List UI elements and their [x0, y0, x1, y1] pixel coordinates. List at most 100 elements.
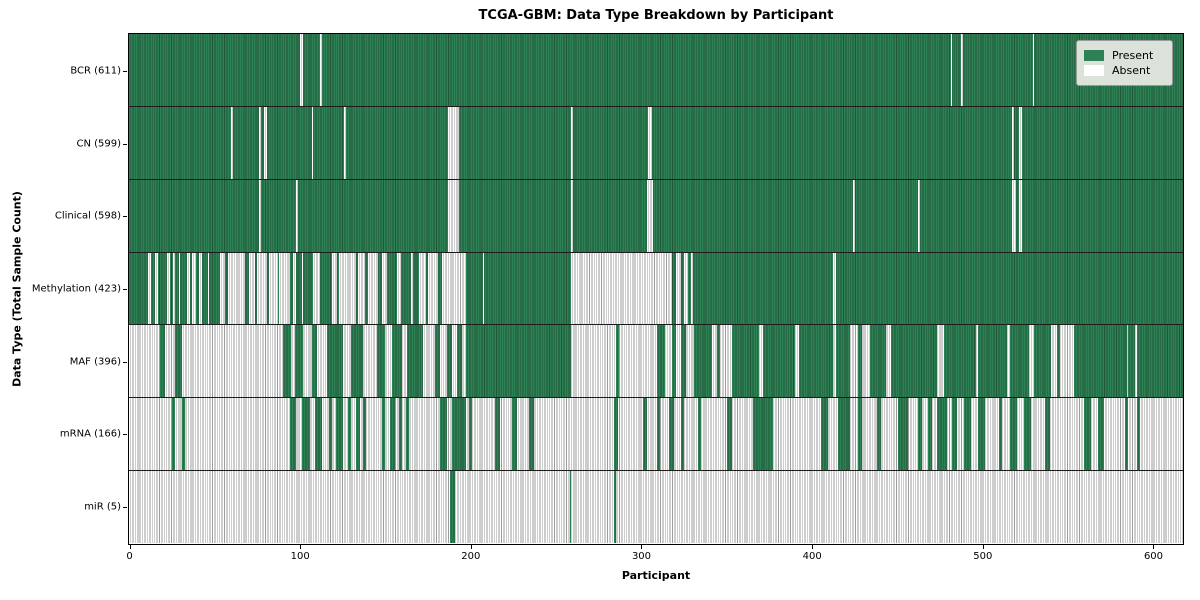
absent-segment [154, 252, 159, 325]
absent-segment [648, 106, 652, 180]
absent-segment [269, 252, 278, 325]
absent-segment [1019, 179, 1023, 253]
absent-segment [853, 179, 855, 253]
row-label-methylation: Methylation (423) [31, 283, 121, 295]
x-tick-label: 0 [126, 551, 133, 562]
row-separator [129, 397, 1183, 399]
absent-segment [410, 252, 413, 325]
y-tick-mark [123, 216, 127, 218]
present-segment [1083, 397, 1091, 471]
x-tick-label: 400 [802, 551, 822, 562]
present-segment [289, 397, 297, 471]
x-tick-label: 500 [973, 551, 993, 562]
present-segment [897, 397, 908, 471]
present-segment [870, 324, 886, 398]
present-segment [407, 324, 423, 398]
absent-segment [950, 34, 953, 107]
present-segment [732, 324, 760, 398]
y-tick-mark [123, 143, 127, 145]
row-separator [129, 251, 1183, 253]
row-maf [129, 324, 1183, 398]
present-segment [1124, 397, 1129, 471]
present-segment [1073, 324, 1127, 398]
present-segment [159, 324, 165, 398]
row-separator [129, 469, 1183, 471]
absent-segment [1032, 34, 1035, 107]
row-label-bcr: BCR (611) [70, 65, 121, 77]
present-segment [1024, 397, 1031, 471]
present-segment [858, 397, 862, 471]
absent-segment [258, 106, 261, 180]
present-segment [762, 324, 796, 398]
absent-segment [301, 252, 304, 325]
absent-segment [311, 106, 314, 180]
y-tick-mark [123, 70, 127, 72]
x-tick-mark [982, 545, 984, 549]
absent-segment [166, 252, 170, 325]
present-segment [680, 324, 686, 398]
absent-segment [228, 252, 246, 325]
present-segment [451, 397, 466, 471]
present-segment [1010, 397, 1018, 471]
present-segment [456, 324, 463, 398]
present-segment [327, 324, 343, 398]
absent-segment [199, 252, 203, 325]
present-segment [351, 324, 364, 398]
present-segment [381, 397, 386, 471]
present-segment [294, 324, 304, 398]
row-cn [129, 106, 1183, 180]
y-tick-mark [123, 434, 127, 436]
absent-segment [187, 252, 191, 325]
present-segment [952, 397, 958, 471]
absent-segment [832, 252, 837, 325]
absent-segment [368, 252, 379, 325]
x-tick-mark [1153, 545, 1155, 549]
present-segment [858, 324, 862, 398]
row-bcr [129, 34, 1183, 107]
row-label-mir: miR (5) [84, 501, 121, 513]
absent-segment [357, 252, 365, 325]
absent-segment [419, 252, 427, 325]
absent-segment [448, 106, 459, 180]
present-segment [446, 324, 452, 398]
legend-entry-absent: Absent [1084, 64, 1165, 77]
absent-segment [258, 179, 261, 253]
row-mir [129, 470, 1183, 543]
absent-segment [207, 252, 210, 325]
present-segment [820, 397, 828, 471]
present-segment [468, 397, 473, 471]
row-label-mrna: mRNA (166) [59, 428, 121, 440]
absent-segment [960, 34, 963, 107]
absent-segment [448, 179, 459, 253]
x-tick-label: 600 [1143, 551, 1164, 562]
present-segment [405, 397, 410, 471]
present-segment [434, 324, 440, 398]
absent-segment [918, 179, 920, 253]
present-segment [1056, 324, 1060, 398]
absent-segment [691, 252, 693, 325]
present-segment [315, 397, 323, 471]
present-segment [356, 397, 360, 471]
row-separator [129, 324, 1183, 326]
row-label-clinical: Clinical (598) [54, 210, 121, 222]
present-segment [918, 397, 922, 471]
present-segment [1010, 324, 1030, 398]
present-segment [1128, 324, 1136, 398]
legend-swatch-absent-icon [1084, 65, 1104, 76]
row-label-cn: CN (599) [76, 138, 121, 150]
absent-segment [344, 106, 346, 180]
absent-segment [192, 252, 196, 325]
absent-segment [427, 252, 439, 325]
present-segment [175, 324, 182, 398]
absent-segment [675, 252, 681, 325]
absent-segment [1019, 106, 1023, 180]
present-segment [716, 324, 721, 398]
present-segment [171, 397, 176, 471]
plot-area [128, 33, 1184, 545]
present-segment [752, 397, 773, 471]
absent-segment [313, 252, 321, 325]
present-segment [181, 397, 186, 471]
present-segment [694, 324, 712, 398]
x-tick-mark [812, 545, 814, 549]
